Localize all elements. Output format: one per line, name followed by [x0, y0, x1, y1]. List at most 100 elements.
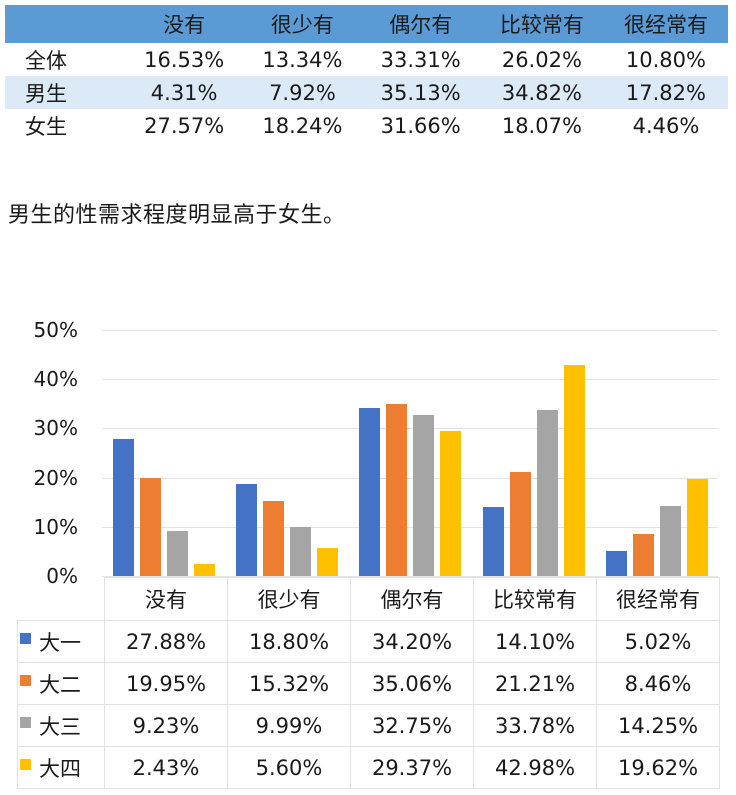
legend-swatch-icon — [20, 758, 31, 770]
cell: 18.80% — [227, 620, 351, 663]
bar — [536, 409, 558, 576]
summary-col-header: 偶尔有 — [361, 5, 480, 43]
row-label: 女生 — [25, 114, 67, 139]
data-table-row: 大二 19.95% 15.32% 35.06% 21.21% 8.46% — [17, 662, 720, 705]
cell: 18.24% — [262, 113, 343, 138]
cell: 4.46% — [632, 113, 700, 138]
summary-row-female: 女生 27.57% 18.24% 31.66% 18.07% 4.46% — [5, 109, 728, 142]
cell: 35.13% — [361, 76, 480, 109]
data-table-corner — [17, 577, 105, 621]
bar — [113, 438, 134, 576]
cell: 33.31% — [380, 47, 461, 72]
cell: 34.82% — [479, 76, 604, 109]
bar — [482, 506, 504, 576]
series-label: 大一 — [39, 630, 81, 655]
cell: 2.43% — [104, 746, 228, 789]
bar — [605, 551, 627, 576]
bar — [386, 403, 408, 576]
summary-row-male: 男生 4.31% 7.92% 35.13% 34.82% 17.82% — [5, 76, 728, 109]
cell: 14.25% — [596, 704, 720, 747]
legend-entry: 大四 — [17, 746, 105, 789]
summary-header-row: 没有 很少有 偶尔有 比较常有 很经常有 — [5, 5, 728, 43]
bar — [440, 431, 462, 576]
legend-entry: 大二 — [17, 662, 105, 705]
cell: 19.95% — [104, 662, 228, 705]
legend-entry: 大一 — [17, 620, 105, 663]
y-tick-label: 10% — [33, 514, 78, 539]
cell: 14.10% — [473, 620, 597, 663]
series-label: 大二 — [39, 672, 81, 697]
bar — [140, 477, 161, 576]
bar — [236, 483, 258, 576]
cell: 27.57% — [144, 113, 225, 138]
cell: 7.92% — [243, 76, 362, 109]
gridline — [102, 576, 718, 577]
bar — [359, 407, 381, 576]
cell: 19.62% — [596, 746, 720, 789]
cell: 35.06% — [350, 662, 474, 705]
bar — [263, 500, 285, 576]
summary-col-header: 很少有 — [243, 5, 362, 43]
bar — [686, 479, 708, 576]
bar — [632, 534, 654, 576]
cell: 34.20% — [350, 620, 474, 663]
category-label: 没有 — [104, 577, 228, 621]
gridline — [102, 477, 718, 479]
y-tick-label: 20% — [33, 465, 78, 490]
data-table-row: 大三 9.23% 9.99% 32.75% 33.78% 14.25% — [17, 704, 720, 747]
gender-summary-table: 没有 很少有 偶尔有 比较常有 很经常有 全体 16.53% 13.34% 33… — [5, 5, 728, 142]
cell: 9.99% — [227, 704, 351, 747]
bar — [194, 564, 215, 576]
summary-col-header: 没有 — [125, 5, 244, 43]
category-label: 很经常有 — [596, 577, 720, 621]
series-label: 大三 — [39, 714, 81, 739]
legend-swatch-icon — [20, 674, 31, 686]
row-label: 全体 — [25, 48, 67, 73]
cell: 5.60% — [227, 746, 351, 789]
category-label: 偶尔有 — [350, 577, 474, 621]
category-label: 比较常有 — [473, 577, 597, 621]
cell: 31.66% — [380, 113, 461, 138]
y-tick-label: 50% — [33, 318, 78, 342]
cell: 29.37% — [350, 746, 474, 789]
data-table-header-row: 没有 很少有 偶尔有 比较常有 很经常有 — [17, 577, 720, 621]
legend-entry: 大三 — [17, 704, 105, 747]
bar — [290, 526, 312, 576]
category-label: 很少有 — [227, 577, 351, 621]
legend-swatch-icon — [20, 716, 31, 728]
cell: 17.82% — [603, 76, 728, 109]
cell: 32.75% — [350, 704, 474, 747]
summary-corner — [5, 5, 125, 43]
cell: 10.80% — [625, 47, 706, 72]
cell: 5.02% — [596, 620, 720, 663]
series-label: 大四 — [39, 756, 81, 781]
summary-col-header: 比较常有 — [479, 5, 604, 43]
cell: 16.53% — [144, 47, 225, 72]
bar — [413, 414, 435, 576]
cell: 33.78% — [473, 704, 597, 747]
gridline — [102, 379, 718, 381]
cell: 42.98% — [473, 746, 597, 789]
gridline — [102, 526, 718, 528]
legend-swatch-icon — [20, 632, 31, 644]
data-table-row: 大四 2.43% 5.60% 29.37% 42.98% 19.62% — [17, 746, 720, 789]
cell: 15.32% — [227, 662, 351, 705]
cell: 18.07% — [501, 113, 582, 138]
cell: 27.88% — [104, 620, 228, 663]
bar — [563, 364, 585, 576]
bar — [317, 548, 339, 576]
data-table-row: 大一 27.88% 18.80% 34.20% 14.10% 5.02% — [17, 620, 720, 663]
summary-col-header: 很经常有 — [603, 5, 728, 43]
cell: 9.23% — [104, 704, 228, 747]
conclusion-text: 男生的性需求程度明显高于女生。 — [8, 203, 346, 228]
y-tick-label: 40% — [33, 367, 78, 392]
bar — [659, 505, 681, 576]
cell: 13.34% — [262, 47, 343, 72]
cell: 4.31% — [125, 76, 244, 109]
gridline — [102, 330, 718, 331]
bar — [509, 471, 531, 576]
y-tick-label: 30% — [33, 416, 78, 441]
cell: 26.02% — [501, 47, 582, 72]
row-label: 男生 — [5, 76, 125, 109]
bar — [167, 530, 188, 576]
